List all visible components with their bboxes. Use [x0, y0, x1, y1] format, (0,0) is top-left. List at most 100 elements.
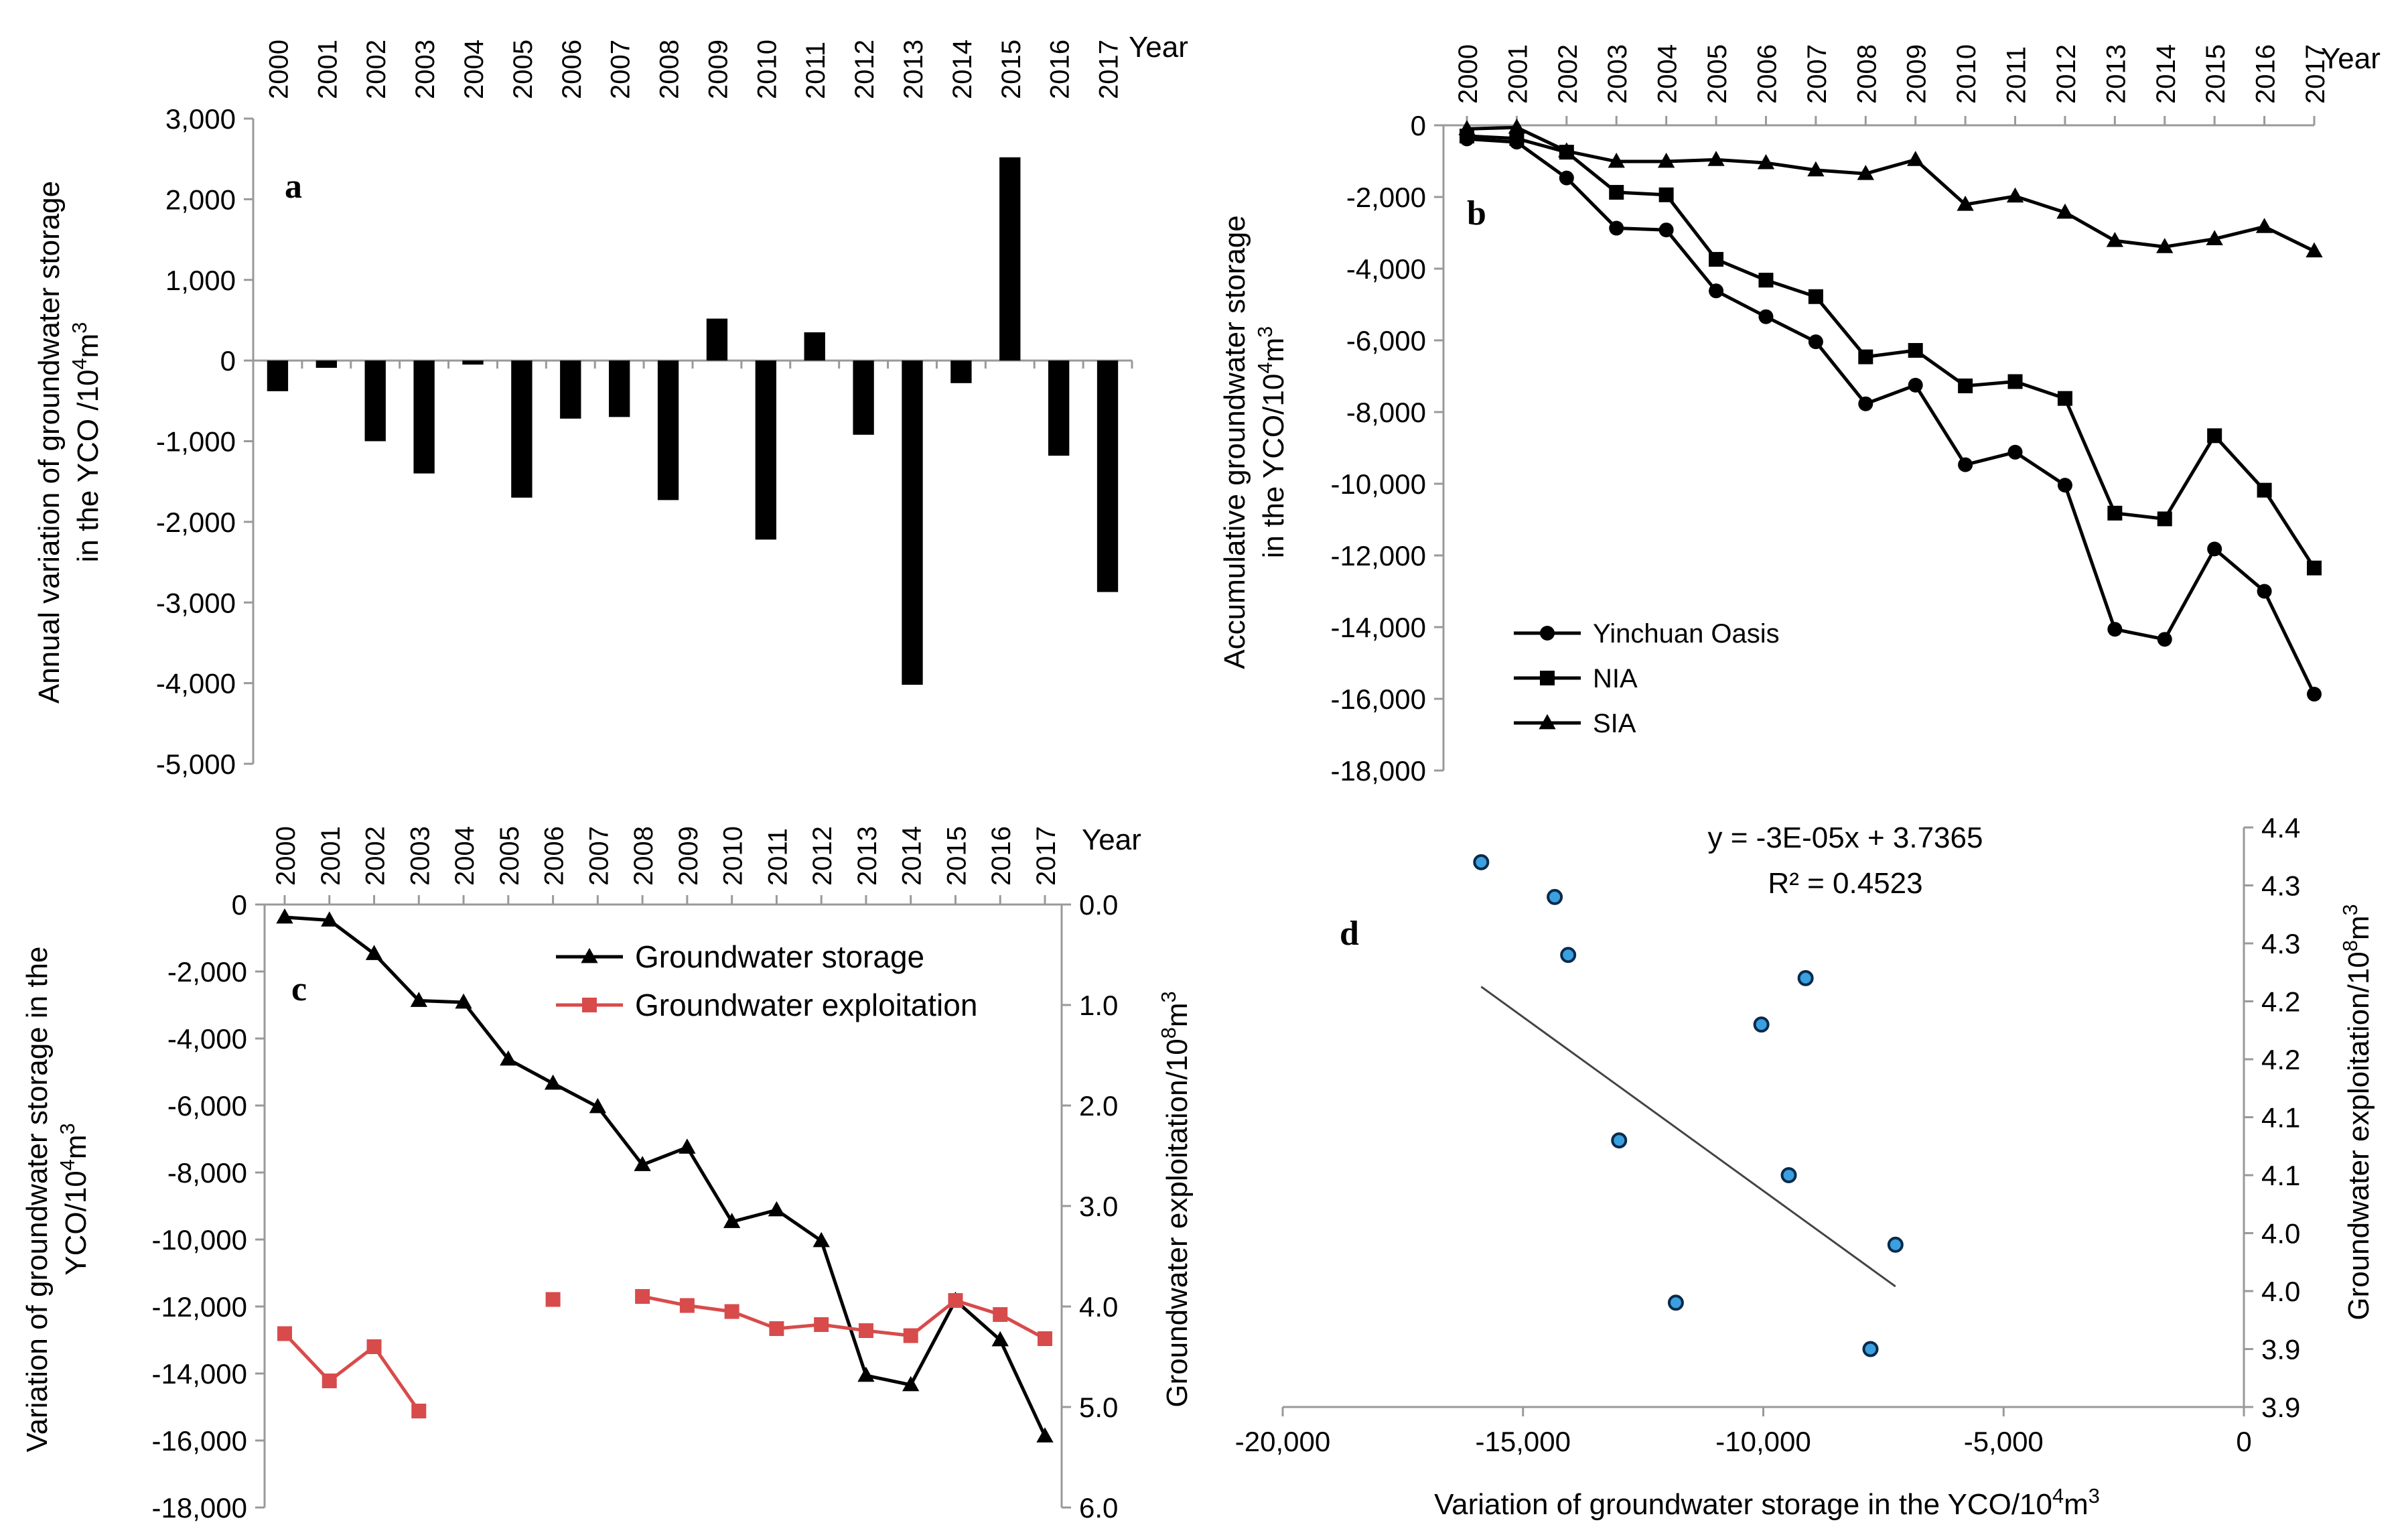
d-scatter-point [1667, 1294, 1684, 1311]
b-legend-marker [1540, 671, 1555, 685]
d-scatter-point [1473, 854, 1490, 870]
b-x-tick-label: 2000 [1454, 44, 1483, 104]
b-y-axis-title-line2-part: m [1257, 338, 1290, 362]
b-y-tick-label: -8,000 [1346, 397, 1426, 428]
a-y-axis-title-line2: in the YCO /104m3 [68, 322, 105, 563]
b-y-tick-label: -18,000 [1331, 755, 1426, 787]
d-trendline-equation: y = -3E-05x + 3.7365 [1708, 821, 1983, 854]
d-scatter-point [1547, 888, 1563, 905]
c-x-tick-label: 2009 [674, 826, 703, 886]
d-panel-letter: d [1340, 915, 1359, 953]
b-x-tick-label: 2016 [2251, 44, 2281, 104]
a-bar-2016 [1048, 360, 1070, 456]
c-point-exploitation-2015 [948, 1293, 963, 1308]
c-y-tick-label: -10,000 [152, 1224, 247, 1256]
c-point-storage-2008 [634, 1156, 651, 1171]
b-series-line-SIA [1466, 125, 2316, 253]
a-y-axis-title-line2-part: m [72, 334, 104, 358]
b-x-tick-label: 2007 [1802, 44, 1832, 104]
d-trendline [1480, 986, 1896, 1288]
a-x-tick-label: 2013 [899, 40, 928, 99]
c-x-tick-label: 2004 [450, 826, 480, 886]
b-point-SIA-2004 [1657, 152, 1675, 168]
b-legend-label: SIA [1593, 709, 1636, 738]
d-x-tick-label: -5,000 [1964, 1426, 2044, 1457]
a-x-tick-label: 2006 [557, 40, 587, 99]
a-y-tick-label: -4,000 [156, 668, 236, 699]
c-x-tick-label: 2016 [987, 826, 1016, 886]
a-y-axis-title-line1: Annual variation of groundwater storage [33, 181, 66, 704]
d-y2-axis-title-part: m [2342, 916, 2375, 941]
c-y2-tick-label: 4.0 [1079, 1291, 1118, 1323]
a-y-tick-label: -5,000 [156, 748, 236, 780]
c-y2-tick-label: 1.0 [1079, 990, 1118, 1021]
d-y2-tick-label: 3.9 [2261, 1334, 2300, 1365]
a-bar-2012 [853, 360, 874, 435]
c-y2-tick-label: 3.0 [1079, 1191, 1118, 1222]
c-x-tick-label: 2000 [271, 826, 301, 886]
c-y-axis-title-line2-part: 4 [56, 1159, 79, 1170]
b-y-tick-label: -16,000 [1331, 683, 1426, 715]
c-x-tick-label: 2008 [629, 826, 658, 886]
b-point-SIA-2009 [1907, 151, 1924, 166]
d-y2-tick-label: 4.4 [2261, 812, 2300, 844]
c-x-tick-label: 2005 [495, 826, 524, 886]
b-point-Yinchuan Oasis-2011 [2007, 444, 2023, 460]
b-point-SIA-2007 [1807, 161, 1825, 177]
c-y-axis-title-line2: YCO/104m3 [56, 1123, 93, 1275]
d-x-axis-title-part: Variation of groundwater storage in the … [1434, 1488, 2052, 1521]
a-x-tick-label: 2004 [459, 40, 489, 99]
b-point-NIA-2013 [2107, 505, 2123, 521]
c-point-exploitation-2003 [411, 1404, 427, 1418]
b-y-tick-label: -2,000 [1346, 182, 1426, 213]
c-x-axis-title: Year [1082, 823, 1141, 856]
a-bar-2008 [657, 360, 679, 500]
panel-a-bar-chart: 3,000 2,000 1,000 0 -1,000 -2,000 -3,000 -4,000… [33, 31, 1188, 780]
panel-d-scatter-chart: -20,000 -15,000 -10,000 -5,000 0 3.9 3.9 4.0 4.0… [1235, 812, 2375, 1521]
a-bar-2013 [902, 360, 923, 685]
c-x-tick-label: 2014 [898, 826, 927, 886]
b-point-NIA-2006 [1758, 273, 1774, 288]
a-x-axis-title: Year [1129, 31, 1188, 64]
b-point-NIA-2004 [1658, 187, 1674, 202]
a-bar-2009 [706, 318, 728, 361]
c-y-tick-label: -12,000 [152, 1291, 247, 1323]
b-x-tick-label: 2008 [1852, 44, 1882, 104]
b-y-tick-label: -10,000 [1331, 468, 1426, 500]
d-y2-tick-label: 4.0 [2261, 1218, 2300, 1250]
c-point-storage-2017 [1036, 1427, 1054, 1443]
a-bar-2007 [608, 360, 630, 417]
c-x-tick-label: 2010 [719, 826, 748, 886]
b-series-line-Yinchuan Oasis [1466, 137, 2316, 695]
c-point-exploitation-2010 [724, 1304, 739, 1319]
b-y-tick-label: -4,000 [1346, 253, 1426, 285]
b-point-Yinchuan Oasis-2002 [1559, 170, 1574, 186]
b-point-NIA-2005 [1709, 252, 1724, 267]
c-y-axis-title-line2-part: m [60, 1134, 92, 1159]
b-point-Yinchuan Oasis-2005 [1709, 283, 1724, 299]
c-x-tick-label: 2001 [316, 826, 346, 886]
c-point-exploitation-2009 [679, 1298, 695, 1313]
c-x-tick-label: 2002 [361, 826, 391, 886]
b-point-Yinchuan Oasis-2006 [1758, 309, 1774, 324]
c-point-exploitation-2006 [545, 1292, 561, 1307]
b-x-tick-label: 2015 [2201, 44, 2230, 104]
c-point-storage-2012 [812, 1231, 830, 1248]
c-point-exploitation-2011 [769, 1321, 784, 1336]
b-x-tick-label: 2002 [1553, 44, 1583, 104]
a-bar-2003 [413, 360, 435, 474]
c-x-tick-label: 2015 [942, 826, 971, 886]
d-y2-tick-label: 3.9 [2261, 1392, 2300, 1423]
c-point-exploitation-2012 [814, 1317, 829, 1332]
d-x-tick-label: -20,000 [1235, 1426, 1330, 1457]
d-scatter-point [1887, 1236, 1904, 1253]
b-point-Yinchuan Oasis-2009 [1908, 377, 1923, 393]
c-y-axis-title-line2-part: 3 [56, 1123, 79, 1134]
c-y2-axis-title-part: 8 [1157, 1027, 1180, 1039]
a-bar-2017 [1096, 360, 1119, 592]
b-point-SIA-2006 [1757, 153, 1775, 170]
c-legend-marker [581, 947, 598, 963]
a-bar-2011 [804, 332, 825, 361]
d-scatter-point [1560, 947, 1577, 963]
b-y-axis-title-line2-part: 3 [1253, 326, 1277, 338]
